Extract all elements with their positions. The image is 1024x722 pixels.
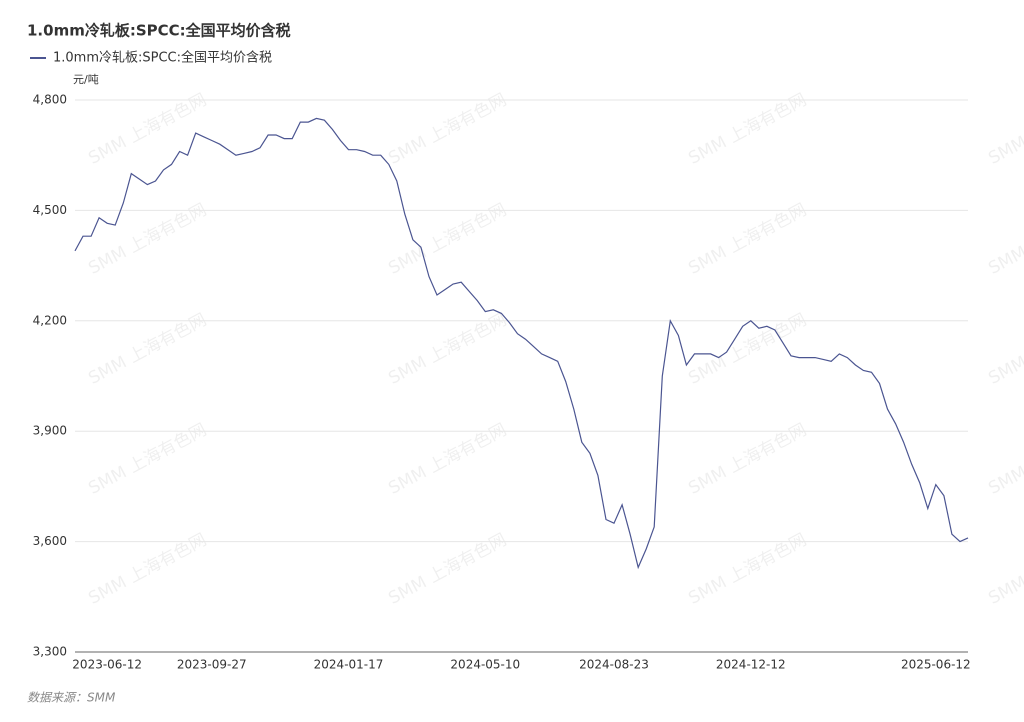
x-tick-label: 2024-12-12	[716, 658, 786, 672]
x-tick-label: 2023-06-12	[72, 658, 142, 672]
watermark: SMM 上海有色网	[85, 310, 210, 389]
watermark: SMM 上海有色网	[85, 90, 210, 169]
watermark: SMM 上海有色网	[985, 530, 1024, 609]
watermark: SMM 上海有色网	[685, 310, 810, 389]
x-tick-label: 2024-05-10	[450, 658, 520, 672]
watermark: SMM 上海有色网	[685, 90, 810, 169]
watermark: SMM 上海有色网	[85, 420, 210, 499]
watermark: SMM 上海有色网	[385, 310, 510, 389]
watermark: SMM 上海有色网	[985, 310, 1024, 389]
watermark: SMM 上海有色网	[685, 200, 810, 279]
x-tick-label: 2025-06-12	[901, 658, 971, 672]
y-tick-label: 4,800	[33, 93, 67, 107]
watermark: SMM 上海有色网	[685, 420, 810, 499]
y-tick-label: 3,300	[33, 645, 67, 659]
watermark: SMM 上海有色网	[985, 420, 1024, 499]
watermark: SMM 上海有色网	[385, 420, 510, 499]
y-tick-label: 3,600	[33, 534, 67, 548]
watermark: SMM 上海有色网	[85, 200, 210, 279]
chart-title: 1.0mm冷轧板:SPCC:全国平均价含税	[27, 22, 291, 40]
watermark: SMM 上海有色网	[985, 90, 1024, 169]
x-tick-label: 2024-01-17	[314, 658, 384, 672]
y-tick-label: 3,900	[33, 424, 67, 438]
y-tick-label: 4,200	[33, 313, 67, 327]
legend-label: 1.0mm冷轧板:SPCC:全国平均价含税	[53, 50, 272, 66]
source: 数据来源：SMM	[27, 691, 116, 705]
watermark: SMM 上海有色网	[385, 90, 510, 169]
y-tick-label: 4,500	[33, 203, 67, 217]
x-tick-label: 2023-09-27	[177, 658, 247, 672]
watermark: SMM 上海有色网	[985, 200, 1024, 279]
y-axis-label: 元/吨	[73, 73, 99, 86]
line-series	[74, 117, 969, 570]
x-tick-label: 2024-08-23	[579, 658, 649, 672]
